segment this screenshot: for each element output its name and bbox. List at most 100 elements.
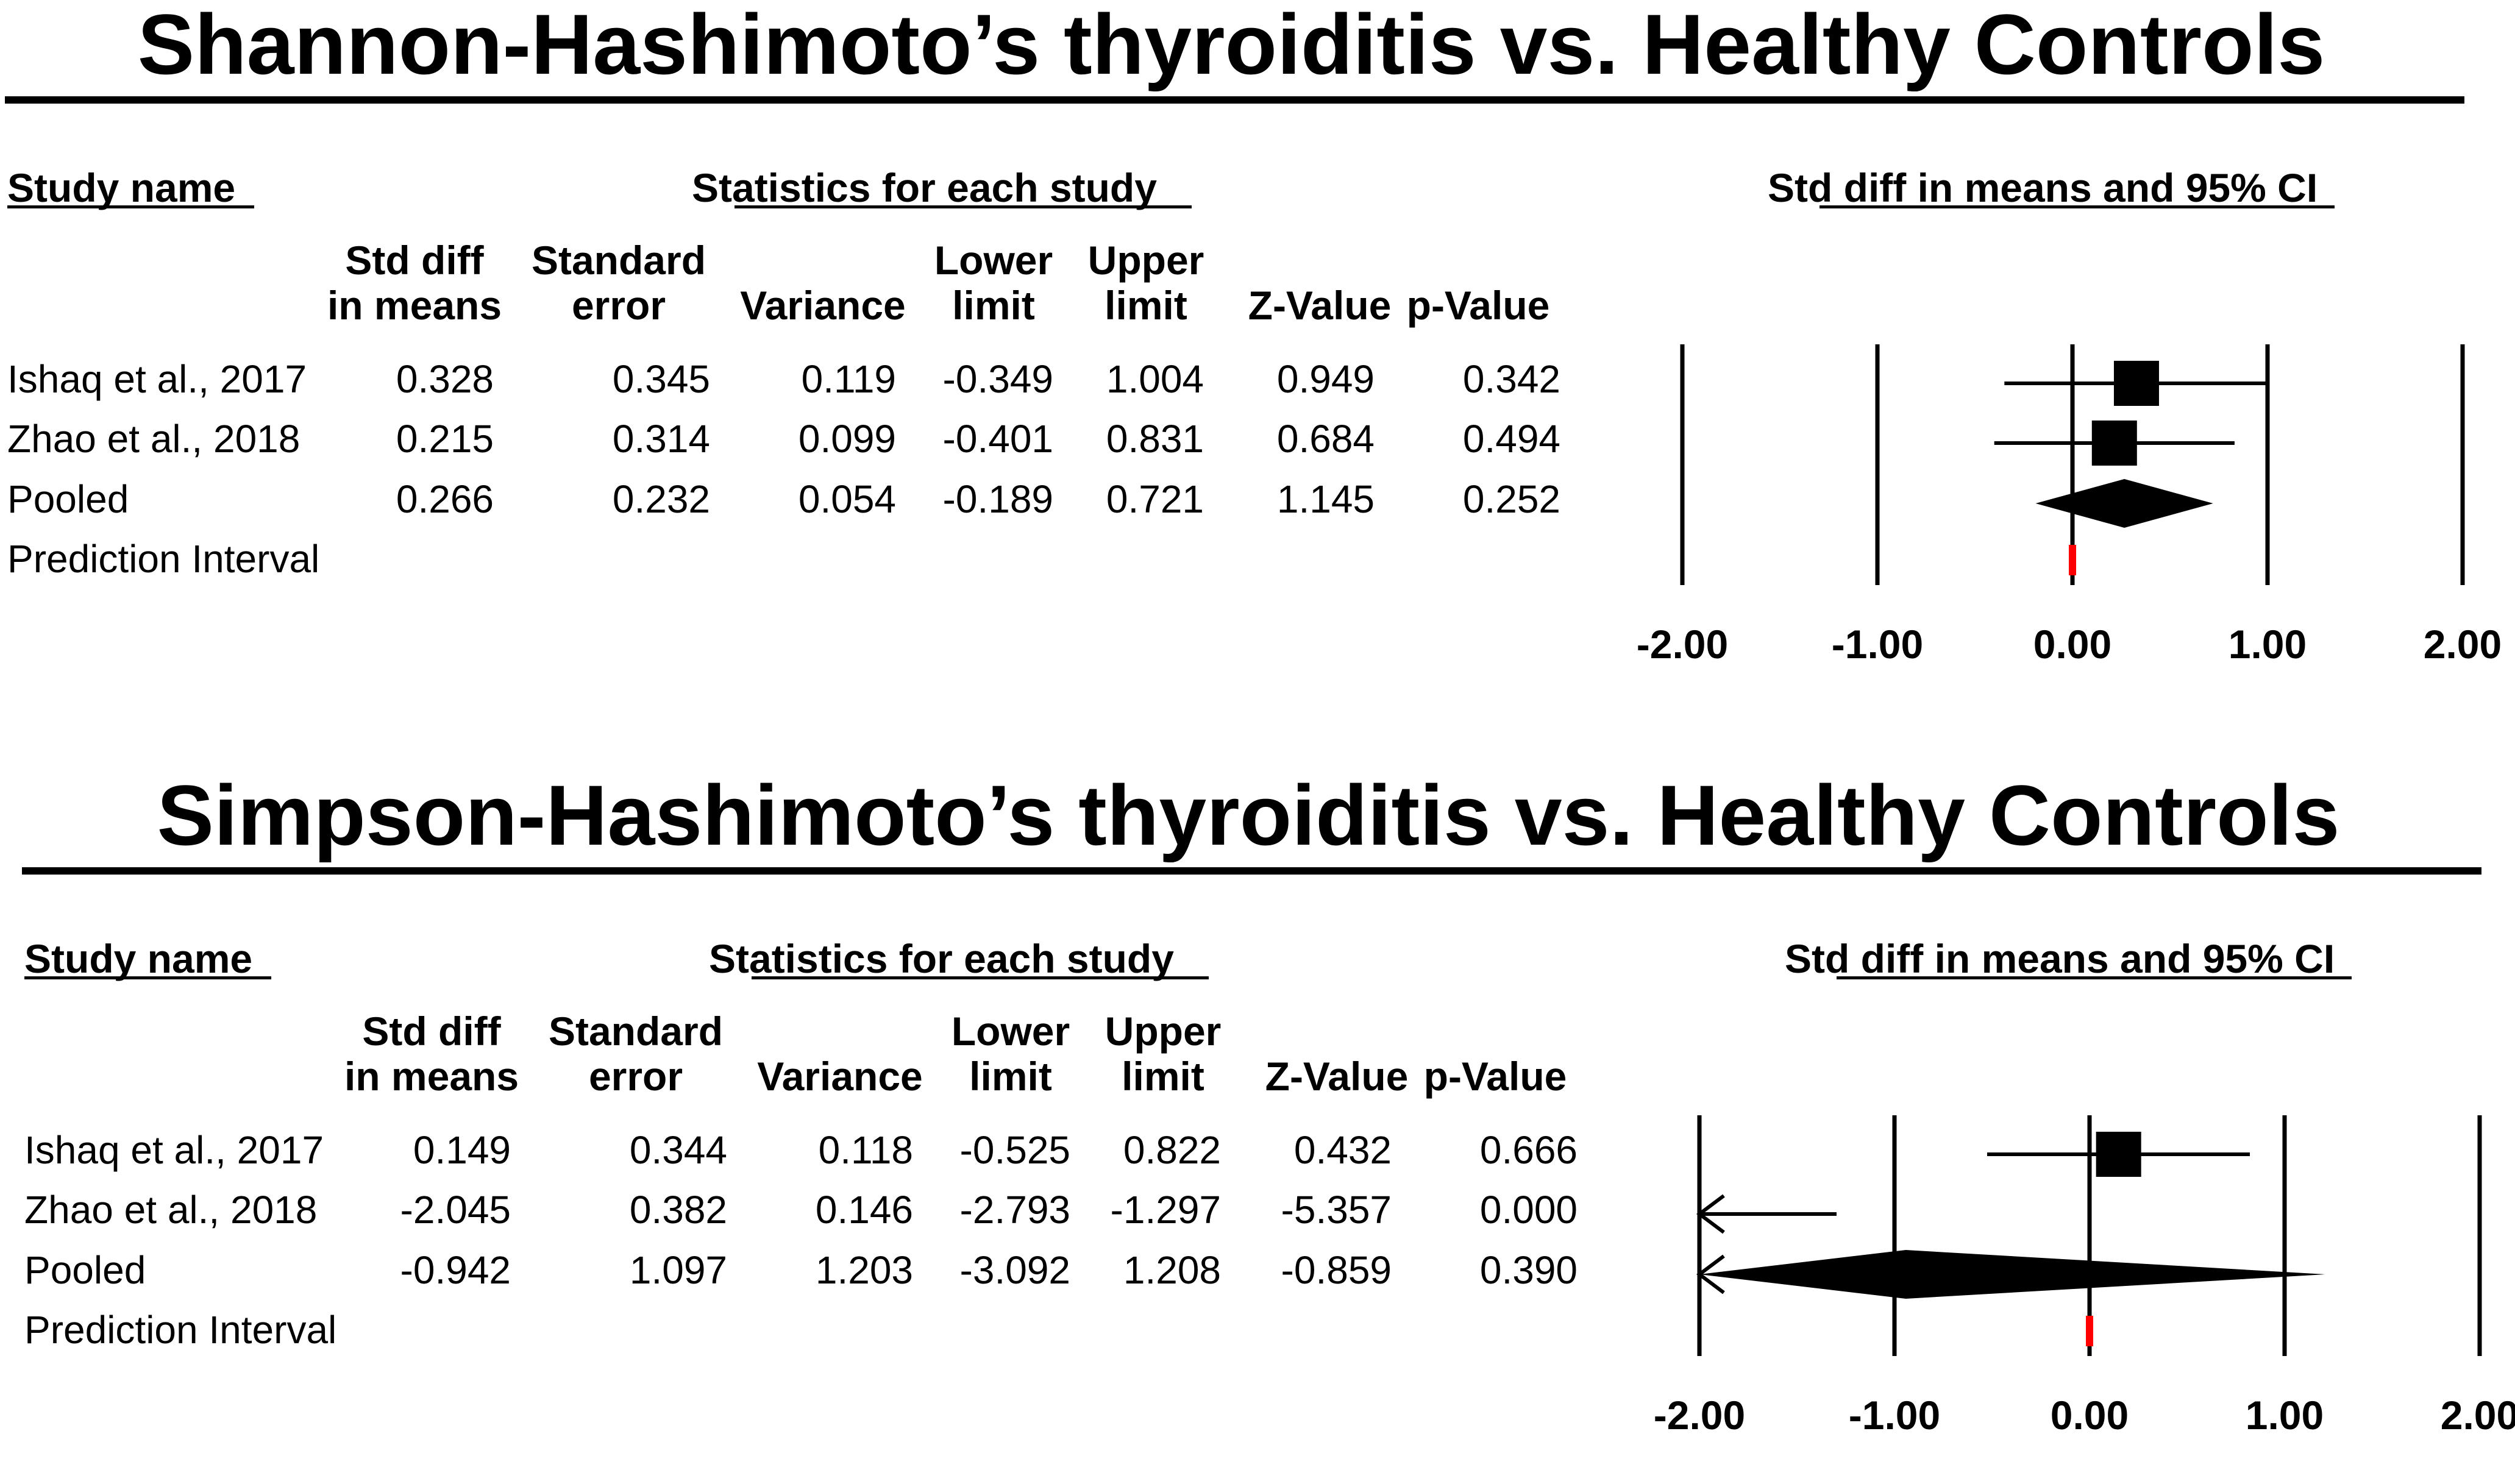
forest-plot-panel-shannon: Shannon-Hashimoto’s thyroiditis vs. Heal… xyxy=(0,0,2515,713)
stat-cell: 0.344 xyxy=(629,1128,727,1172)
column-header: p-Value xyxy=(1356,238,1600,328)
column-header-line: Lower xyxy=(934,238,1053,283)
stat-cell: -0.401 xyxy=(942,417,1053,461)
stat-cell: 0.328 xyxy=(396,357,494,401)
x-tick-label: 0.00 xyxy=(2051,1393,2129,1438)
column-header-line xyxy=(1356,238,1600,283)
column-header: Std diff in means xyxy=(293,238,536,328)
stat-cell: 0.949 xyxy=(1276,357,1375,401)
stat-cell: 0.215 xyxy=(396,417,494,461)
column-header-line: Z-Value xyxy=(1248,283,1392,328)
column-header-line: Upper xyxy=(1105,1009,1222,1054)
stat-cell: -0.859 xyxy=(1281,1248,1392,1292)
prediction-interval-marker xyxy=(2069,545,2076,575)
column-header-line: Upper xyxy=(1087,238,1204,283)
study-name: Prediction Interval xyxy=(24,1308,337,1352)
column-header-line: in means xyxy=(344,1054,519,1099)
stat-cell: -0.189 xyxy=(942,477,1053,521)
study-name: Ishaq et al., 2017 xyxy=(7,357,307,401)
x-tick-label: 1.00 xyxy=(2229,622,2307,667)
column-header: Std diff in means xyxy=(310,1009,553,1099)
column-header-line: Variance xyxy=(757,1054,923,1099)
prediction-interval-marker xyxy=(2086,1316,2093,1346)
study-name: Prediction Interval xyxy=(7,537,320,581)
stat-cell: 0.684 xyxy=(1276,417,1375,461)
x-tick-label: 0.00 xyxy=(2033,622,2111,667)
stat-cell: 0.666 xyxy=(1479,1128,1578,1172)
stat-cell: 0.390 xyxy=(1479,1248,1578,1292)
stat-cell: 0.000 xyxy=(1479,1188,1578,1232)
column-header-line: Standard xyxy=(531,238,706,283)
x-tick-label: -2.00 xyxy=(1637,622,1728,667)
column-header-line: in means xyxy=(327,283,502,328)
panel-inner: Shannon-Hashimoto’s thyroiditis vs. Heal… xyxy=(0,0,2515,713)
stat-cell: 0.345 xyxy=(612,357,710,401)
stat-cell: 0.831 xyxy=(1106,417,1204,461)
column-header-line: Variance xyxy=(740,283,906,328)
stat-cell: 0.382 xyxy=(629,1188,727,1232)
stat-cell: 0.252 xyxy=(1462,477,1560,521)
stat-cell: 1.208 xyxy=(1123,1248,1221,1292)
x-tick-label: -2.00 xyxy=(1654,1393,1745,1438)
stat-cell: 1.004 xyxy=(1106,357,1204,401)
stat-cell: 0.099 xyxy=(798,417,896,461)
column-header: Variance xyxy=(718,1009,962,1099)
stat-cell: -0.942 xyxy=(400,1248,511,1292)
study-name-underline xyxy=(7,205,254,208)
stat-cell: -1.297 xyxy=(1110,1188,1221,1232)
column-header-line: limit xyxy=(1122,1054,1204,1099)
stat-cell: 0.149 xyxy=(413,1128,511,1172)
stat-cell: -2.793 xyxy=(959,1188,1070,1232)
column-header-line: Std diff xyxy=(362,1009,501,1054)
forest-plot-panel-simpson: Simpson-Hashimoto’s thyroiditis vs. Heal… xyxy=(0,771,2515,1484)
study-name-header: Study name xyxy=(7,165,236,210)
effect-square xyxy=(2113,361,2159,406)
title-underline xyxy=(22,867,2481,875)
x-tick-label: -1.00 xyxy=(1849,1393,1940,1438)
forest-plot-area: -2.00 -1.00 0.00 1.00 2.00 xyxy=(1654,1115,2515,1438)
stat-cell: 0.266 xyxy=(396,477,494,521)
stat-cell: 0.146 xyxy=(815,1188,913,1232)
forest-plot-area: -2.00 -1.00 0.00 1.00 2.00 xyxy=(1637,344,2502,667)
stat-cell: 0.822 xyxy=(1123,1128,1221,1172)
column-header-line: Standard xyxy=(548,1009,724,1054)
stat-cell: 0.342 xyxy=(1462,357,1560,401)
stat-cell: 1.203 xyxy=(815,1248,913,1292)
column-header: Z-Value xyxy=(1198,238,1442,328)
stat-cell: -2.045 xyxy=(400,1188,511,1232)
column-header-line: limit xyxy=(969,1054,1052,1099)
effect-square xyxy=(2096,1132,2141,1177)
ci-underline xyxy=(1820,205,2335,208)
ci-underline xyxy=(1837,976,2352,979)
column-header-line: error xyxy=(571,283,666,328)
column-header: Z-Value xyxy=(1215,1009,1459,1099)
column-header: Standard error xyxy=(497,238,741,328)
chart-title: Simpson-Hashimoto’s thyroiditis vs. Heal… xyxy=(157,767,2340,863)
study-name-header: Study name xyxy=(24,936,253,981)
stat-cell: 0.119 xyxy=(801,357,896,401)
column-header: Standard error xyxy=(514,1009,758,1099)
stat-cell: 1.097 xyxy=(629,1248,727,1292)
column-header-line: limit xyxy=(952,283,1035,328)
column-header: Lower limit xyxy=(889,1009,1133,1099)
stat-cell: 0.118 xyxy=(818,1128,913,1172)
column-header: Upper limit xyxy=(1041,1009,1285,1099)
chart-title: Shannon-Hashimoto’s thyroiditis vs. Heal… xyxy=(137,0,2325,92)
stat-cell: 1.145 xyxy=(1276,477,1375,521)
study-name: Ishaq et al., 2017 xyxy=(24,1128,324,1172)
column-header-line: limit xyxy=(1105,283,1187,328)
stat-cell: 0.432 xyxy=(1293,1128,1392,1172)
left-arrow xyxy=(1696,1254,1725,1294)
ci-header: Std diff in means and 95% CI xyxy=(1768,165,2318,210)
x-tick-label: 2.00 xyxy=(2441,1393,2515,1438)
panel-inner: Simpson-Hashimoto’s thyroiditis vs. Heal… xyxy=(17,771,2515,1484)
study-name: Zhao et al., 2018 xyxy=(24,1188,318,1232)
pooled-diamond xyxy=(1699,1250,2325,1299)
stat-cell: -0.525 xyxy=(959,1128,1070,1172)
stat-cell: 0.054 xyxy=(798,477,896,521)
statistics-underline xyxy=(752,976,1209,979)
stat-cell: 0.494 xyxy=(1462,417,1560,461)
stat-cell: 0.721 xyxy=(1106,477,1204,521)
study-name: Zhao et al., 2018 xyxy=(7,417,301,461)
statistics-header: Statistics for each study xyxy=(692,165,1157,210)
